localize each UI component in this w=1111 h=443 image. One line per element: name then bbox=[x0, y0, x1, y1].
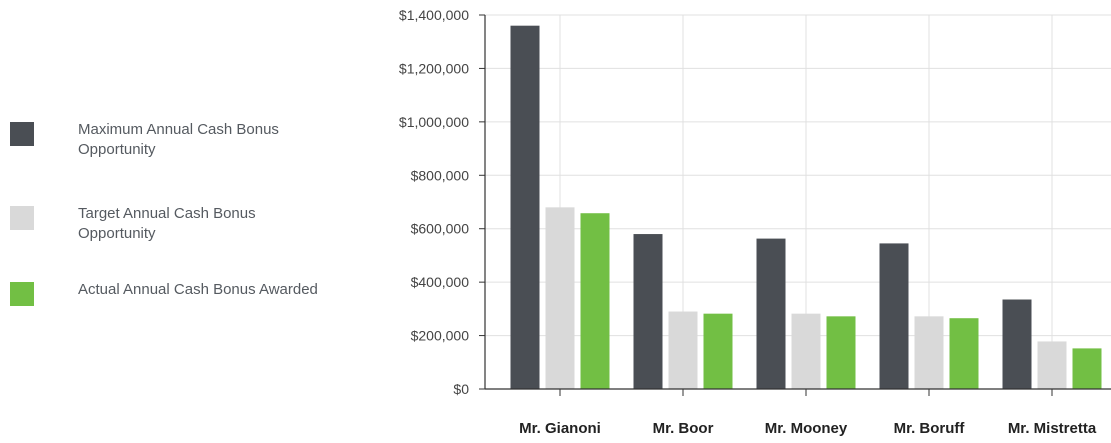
x-category-label: Mr. Boor bbox=[653, 420, 714, 437]
legend-swatch-maximum bbox=[10, 122, 34, 146]
bar-target bbox=[1037, 341, 1067, 389]
legend-label-maximum: Maximum Annual Cash Bonus Opportunity bbox=[78, 121, 279, 158]
legend-swatch-actual bbox=[10, 282, 34, 306]
y-tick-label: $400,000 bbox=[411, 274, 470, 290]
y-tick-label: $200,000 bbox=[411, 328, 470, 344]
x-category-label: Mr. Mistretta bbox=[1008, 420, 1097, 437]
y-tick-label: $800,000 bbox=[411, 167, 470, 183]
legend-swatch-target bbox=[10, 206, 34, 230]
y-tick-label: $1,200,000 bbox=[399, 60, 469, 76]
legend-label-target: Target Annual Cash Bonus Opportunity bbox=[78, 205, 256, 242]
bar-actual bbox=[826, 316, 856, 389]
bar-target bbox=[545, 207, 575, 389]
legend-item-target: Target Annual Cash Bonus Opportunity bbox=[10, 204, 256, 242]
legend-item-actual: Actual Annual Cash Bonus Awarded bbox=[10, 280, 318, 306]
axes bbox=[479, 14, 1111, 396]
y-tick-label: $1,000,000 bbox=[399, 114, 469, 130]
bar-actual bbox=[1072, 348, 1102, 389]
x-category-label: Mr. Mooney bbox=[765, 420, 848, 437]
x-category-label: Mr. Boruff bbox=[894, 420, 966, 437]
bar-maximum bbox=[1002, 299, 1032, 389]
bar-maximum bbox=[510, 25, 540, 389]
bar-maximum bbox=[633, 234, 663, 389]
chart-legend: Maximum Annual Cash Bonus Opportunity Ta… bbox=[0, 0, 340, 443]
legend-label-actual: Actual Annual Cash Bonus Awarded bbox=[78, 281, 318, 298]
x-category-label: Mr. Gianoni bbox=[519, 420, 601, 437]
y-tick-label: $600,000 bbox=[411, 221, 470, 237]
bar-target bbox=[791, 313, 821, 389]
bars bbox=[510, 25, 1102, 389]
bar-actual bbox=[949, 318, 979, 389]
bar-actual bbox=[580, 213, 610, 389]
bar-actual bbox=[703, 313, 733, 389]
y-tick-label: $1,400,000 bbox=[399, 7, 469, 23]
bar-maximum bbox=[879, 243, 909, 389]
legend-item-maximum: Maximum Annual Cash Bonus Opportunity bbox=[10, 120, 279, 158]
x-axis-labels: Mr. Gianoni Mr. Boor Mr. Mooney Mr. Boruff M… bbox=[519, 420, 1097, 437]
y-axis-labels: $0 $200,000 $400,000 $600,000 $800,000 $1,000… bbox=[399, 7, 469, 397]
bar-maximum bbox=[756, 238, 786, 389]
bar-target bbox=[668, 311, 698, 389]
bar-target bbox=[914, 316, 944, 389]
y-tick-label: $0 bbox=[453, 381, 469, 397]
